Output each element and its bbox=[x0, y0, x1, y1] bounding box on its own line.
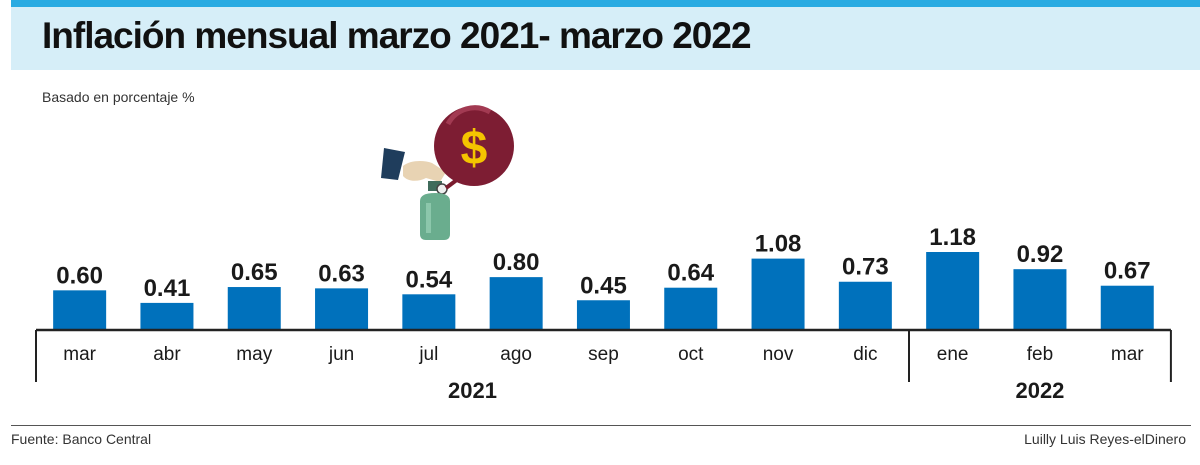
bar-jul-4 bbox=[402, 294, 456, 330]
bar-abr-1 bbox=[140, 302, 194, 330]
year-label-2021: 2021 bbox=[448, 378, 497, 403]
bar-mar-0 bbox=[53, 290, 107, 330]
value-label: 0.54 bbox=[405, 266, 452, 293]
bar-nov-8 bbox=[751, 258, 805, 330]
x-tick-label: jun bbox=[328, 344, 354, 365]
dollar-balloon-icon: $ bbox=[434, 105, 514, 190]
bar-may-2 bbox=[227, 287, 281, 330]
x-tick-label: ago bbox=[500, 344, 532, 365]
value-label: 1.08 bbox=[755, 231, 802, 258]
chart-title: Inflación mensual marzo 2021- marzo 2022 bbox=[42, 15, 752, 56]
value-label: 0.92 bbox=[1017, 241, 1064, 268]
source-note: Fuente: Banco Central bbox=[11, 431, 152, 447]
footer-divider bbox=[11, 425, 1191, 426]
bar-ene-10 bbox=[926, 252, 980, 330]
x-tick-label: ene bbox=[937, 344, 969, 365]
chart-subtitle: Basado en porcentaje % bbox=[42, 89, 195, 105]
bar-dic-9 bbox=[838, 281, 892, 330]
inflation-illustration: $ bbox=[381, 105, 514, 240]
x-tick-label: nov bbox=[763, 344, 794, 365]
value-label: 0.80 bbox=[493, 249, 540, 276]
value-label: 0.63 bbox=[318, 260, 365, 287]
bar-sep-6 bbox=[576, 300, 630, 330]
value-label: 0.45 bbox=[580, 272, 627, 299]
x-tick-label: mar bbox=[1111, 344, 1144, 365]
bar-jun-3 bbox=[315, 288, 369, 330]
value-label: 0.64 bbox=[667, 260, 714, 287]
bar-ago-5 bbox=[489, 277, 543, 330]
x-tick-label: sep bbox=[588, 344, 619, 365]
bar-mar-12 bbox=[1100, 285, 1154, 330]
x-tick-label: mar bbox=[63, 344, 96, 365]
hand-icon bbox=[381, 148, 446, 182]
x-tick-label: may bbox=[236, 344, 272, 365]
x-tick-label: oct bbox=[678, 344, 704, 365]
value-label: 0.60 bbox=[56, 262, 103, 289]
value-label: 0.67 bbox=[1104, 258, 1151, 285]
value-label: 1.18 bbox=[929, 224, 976, 251]
value-label: 0.41 bbox=[144, 275, 191, 302]
value-label: 0.73 bbox=[842, 254, 889, 281]
bar-oct-7 bbox=[664, 287, 718, 330]
author-credit: Luilly Luis Reyes-elDinero bbox=[1024, 431, 1186, 447]
gas-cylinder-icon bbox=[420, 181, 450, 240]
svg-text:$: $ bbox=[461, 122, 488, 175]
x-tick-label: abr bbox=[153, 344, 181, 365]
x-tick-label: feb bbox=[1027, 344, 1053, 365]
x-tick-label: dic bbox=[853, 344, 877, 365]
year-label-2022: 2022 bbox=[1015, 378, 1064, 403]
value-label: 0.65 bbox=[231, 259, 278, 286]
bar-feb-11 bbox=[1013, 269, 1067, 330]
top-accent-bar bbox=[11, 0, 1200, 7]
x-tick-label: jul bbox=[418, 344, 438, 365]
bar-chart: $ 0.60 0.41 0.65 0.63 0.54 0.80 0.45 0.64 1.08 0.… bbox=[35, 105, 1172, 403]
title-band bbox=[11, 7, 1200, 70]
